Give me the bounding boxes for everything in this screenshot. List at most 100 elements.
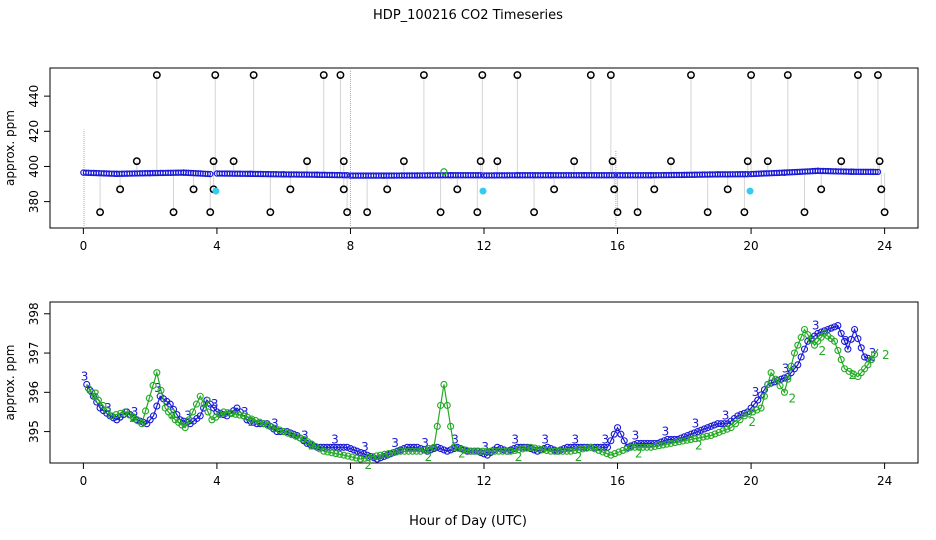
x-axis-ticks: 0 4 8 12 16 20 24 (80, 228, 892, 253)
series-point (691, 435, 699, 443)
baseline-point (474, 172, 482, 179)
series-point (764, 380, 772, 389)
series-point (99, 401, 107, 409)
series-point-label: 3 (602, 432, 610, 446)
series-point (607, 437, 615, 445)
baseline-point (207, 170, 214, 178)
series-point (352, 454, 360, 462)
y-tick-label: 380 (27, 190, 41, 213)
outlier-spikes (83, 69, 886, 228)
outlier-point (877, 185, 886, 194)
outlier-point (800, 208, 809, 217)
series-point (571, 446, 579, 454)
outlier-point (853, 71, 862, 79)
y-axis-ticks: 380 400 420 440 (27, 85, 50, 213)
series-point (851, 325, 859, 334)
series-point (499, 447, 507, 455)
outlier-point (817, 185, 826, 194)
outlier-point (339, 157, 348, 166)
series-point (857, 344, 865, 352)
series-point (559, 447, 567, 455)
series-point (837, 329, 845, 337)
series-point (527, 443, 535, 451)
series-point (487, 447, 495, 455)
series-point-label: 3 (812, 318, 820, 332)
series-point (754, 396, 762, 404)
x-tick-label: 24 (877, 239, 892, 253)
series-point (292, 432, 300, 440)
series-point (256, 418, 264, 426)
series-point-label: 2 (248, 415, 256, 429)
series-point (356, 455, 365, 463)
series-point (421, 446, 429, 454)
outlier-point (633, 208, 642, 217)
series-point (511, 446, 519, 454)
series-point (153, 402, 161, 410)
series-point-label: 3 (241, 405, 249, 419)
outlier-point (303, 157, 312, 166)
x-tick-label: 12 (476, 239, 491, 253)
outlier-point (763, 157, 772, 166)
series-point (627, 443, 635, 451)
series-point (599, 448, 607, 456)
series-point (228, 409, 236, 418)
series-point (433, 422, 441, 430)
outlier-point (873, 71, 882, 79)
plot-frame (49, 67, 919, 229)
series-point (714, 420, 722, 428)
series-point (153, 369, 161, 377)
series-point (425, 445, 434, 453)
series-point (149, 381, 157, 389)
series-point (471, 447, 479, 455)
series-point (360, 454, 369, 462)
series-point (635, 443, 643, 451)
series-point (717, 420, 725, 428)
outlier-point (493, 157, 502, 166)
bottom-panel: 0 4 8 12 16 20 24 395 396 397 398 approx. ppm 3 3 3 3 3 3… (3, 301, 919, 488)
series-point-label: 3 (692, 417, 700, 431)
series-point (364, 453, 373, 462)
outlier-point (550, 185, 559, 194)
outlier-point (703, 208, 712, 217)
series-point (720, 420, 728, 428)
series-point-label: 3 (451, 432, 459, 446)
series-point (346, 445, 355, 453)
series-green: 2 2 2 2 2 2 2 2 2 2 2 2 2 2 2 2 2 2 (84, 325, 890, 472)
series-point (784, 375, 792, 383)
x-axis-ticks: 0 4 8 12 16 20 24 (80, 463, 892, 488)
series-point (753, 406, 761, 414)
series-point (727, 424, 735, 432)
series-point (515, 446, 523, 454)
series-point (827, 324, 835, 332)
series-point-label: 2 (788, 391, 796, 405)
series-point-label: 3 (361, 440, 369, 454)
series-point (790, 349, 799, 357)
outlier-point (608, 157, 617, 166)
series-point-label: 3 (271, 417, 279, 431)
outlier-point (530, 208, 539, 217)
series-point (196, 392, 204, 400)
series-point-label: 3 (421, 436, 429, 450)
series-point (328, 449, 336, 457)
series-point (679, 437, 687, 445)
outlier-point (476, 157, 485, 166)
series-point (117, 409, 125, 417)
series-point (83, 380, 91, 389)
x-tick-label: 20 (743, 239, 758, 253)
series-point (707, 422, 715, 430)
series-point-label: 3 (571, 432, 579, 446)
outlier-point (96, 208, 105, 217)
series-point (181, 424, 189, 432)
series-point (600, 443, 608, 451)
series-point (232, 410, 240, 418)
series-point-label: 2 (819, 344, 827, 358)
series-point (296, 434, 304, 442)
series-point (804, 331, 812, 339)
series-point (780, 374, 789, 382)
outlier-point (132, 157, 141, 166)
series-point (462, 446, 471, 454)
series-point (675, 438, 683, 446)
series-point (613, 424, 622, 432)
green-point (440, 168, 448, 176)
